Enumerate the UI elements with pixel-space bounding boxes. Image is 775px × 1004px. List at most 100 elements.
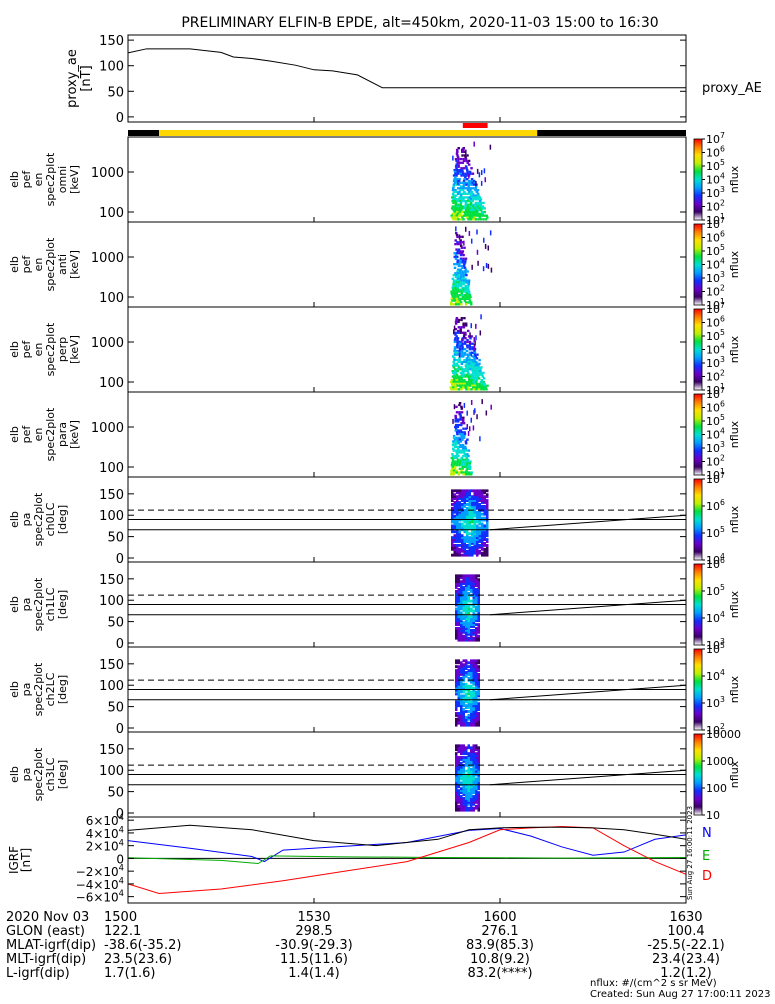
pitch-angle-cell (470, 696, 473, 700)
spectrogram-cell (462, 324, 465, 327)
pitch-angle-cell (465, 802, 468, 806)
spectrogram-cell (463, 190, 466, 194)
pitch-angle-cell (462, 671, 465, 674)
spectrogram-cell (469, 368, 472, 371)
y-axis-label: en (32, 258, 45, 272)
spectrogram-cell (459, 257, 463, 260)
spectrogram-cell (452, 288, 455, 291)
pitch-angle-cell (470, 704, 473, 708)
pitch-angle-cell (470, 752, 473, 756)
y-tick-label: 150 (99, 573, 124, 588)
spectrogram-cell (460, 366, 463, 369)
pitch-angle-cell (475, 674, 478, 678)
spectrogram-cell (459, 283, 463, 286)
pitch-angle-cell (456, 495, 459, 499)
pitch-angle-cell (457, 795, 460, 798)
pitch-angle-cell (460, 756, 463, 759)
spectrogram-cell (455, 464, 459, 467)
pitch-angle-cell (472, 808, 475, 812)
spectrogram-cell (466, 205, 470, 208)
spectrogram-cell (453, 438, 457, 441)
pitch-angle-cell (467, 769, 470, 773)
spectrogram-cell (480, 373, 484, 376)
pitch-angle-cell (483, 532, 486, 536)
spectrogram-cell (461, 277, 465, 280)
pitch-angle-cell (477, 669, 480, 672)
colorbar (693, 393, 703, 476)
spectrogram-cell (460, 167, 463, 170)
pitch-angle-cell (457, 607, 460, 611)
spectrogram-cell (466, 353, 469, 356)
pitch-angle-cell (467, 752, 470, 756)
spectrogram-cell (459, 250, 462, 253)
spectrogram-cell (460, 292, 463, 295)
pitch-angle-cell (470, 750, 473, 754)
pitch-angle-cell (456, 520, 459, 524)
y-tick-label: 2×104 (86, 837, 124, 853)
spectrogram-speck (489, 230, 492, 236)
spectrogram-cell (461, 205, 465, 208)
pitch-angle-cell (477, 791, 480, 795)
spectrogram-cell (467, 179, 471, 183)
y-tick-label: 0 (116, 852, 124, 866)
spectrogram-cell (460, 290, 463, 293)
spectrogram-cell (452, 303, 455, 306)
spectrogram-cell (467, 218, 470, 221)
legend-E: E (702, 849, 710, 864)
pitch-angle-cell (467, 584, 470, 587)
spectrogram-speck (473, 141, 475, 147)
pitch-angle-cell (470, 748, 473, 752)
pitch-angle-cell (453, 538, 456, 541)
spectrogram-cell (452, 447, 455, 450)
pitch-angle-cell (462, 599, 465, 603)
spectrogram-cell (456, 353, 459, 356)
pitch-angle-cell (458, 512, 461, 516)
spectrogram-speck (457, 179, 459, 185)
spectrogram-cell (454, 429, 458, 432)
y-tick-label: 100 (99, 206, 124, 221)
spectrogram-cell (459, 157, 463, 161)
pitch-angle-cell (453, 522, 456, 526)
pitch-angle-cell (455, 671, 458, 674)
pitch-angle-cell (465, 694, 468, 698)
legend-D: D (702, 869, 712, 884)
spectrogram-cell (485, 214, 488, 217)
spectrogram-speck (466, 410, 468, 416)
spectrogram-cell (465, 360, 468, 364)
y-tick-label: 0 (116, 111, 124, 126)
pitch-angle-cell (457, 676, 460, 680)
footer-cell: 1600 (483, 910, 516, 925)
pitch-angle-cell (467, 715, 470, 719)
colorbar-tick-label: 104 (706, 172, 725, 187)
pitch-angle-cell (465, 789, 468, 793)
pitch-angle-cell (466, 524, 469, 528)
pitch-angle-cell (461, 524, 464, 528)
spectrogram-cell (461, 216, 464, 219)
spectrogram-cell (466, 346, 469, 349)
pitch-angle-cell (465, 597, 468, 601)
spectrogram-cell (458, 412, 461, 416)
spectrogram-speck (476, 229, 478, 235)
pitch-angle-cell (460, 574, 463, 578)
spectrogram-cell (471, 212, 475, 216)
spectrogram-cell (461, 375, 465, 378)
pitch-angle-cell (462, 682, 465, 686)
pitch-angle-cell (465, 595, 468, 599)
pitch-angle-cell (466, 512, 469, 516)
spectrogram-cell (468, 199, 472, 203)
pitch-angle-cell (472, 632, 475, 636)
spectrogram-cell (463, 382, 466, 386)
pitch-angle-cell (470, 700, 473, 704)
pitch-angle-cell (460, 615, 463, 619)
spectrogram-cell (457, 203, 460, 206)
pitch-angle-cell (472, 588, 475, 591)
pitch-angle-cell (455, 680, 458, 684)
spectrogram-cell (454, 337, 457, 340)
spectrogram-cell (463, 196, 466, 199)
spectrogram-cell (461, 295, 465, 299)
pitch-angle-cell (455, 692, 458, 696)
pitch-angle-cell (460, 717, 463, 721)
pitch-angle-cell (455, 808, 458, 812)
spectrogram-cell (479, 386, 482, 389)
pitch-angle-cell (477, 777, 480, 781)
